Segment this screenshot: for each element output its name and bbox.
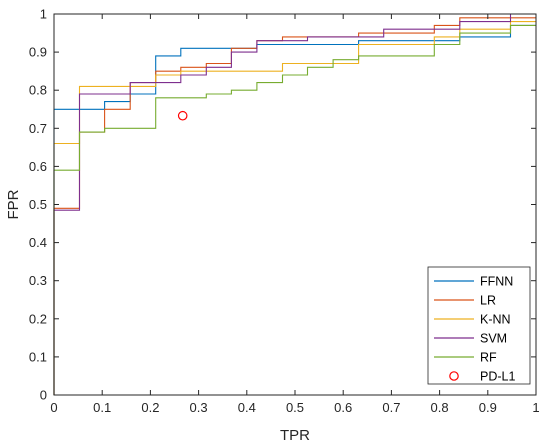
points-layer: [177, 110, 188, 121]
x-tick-label: 0.6: [334, 400, 352, 415]
legend-label-svm: SVM: [480, 332, 507, 346]
y-tick-label: 0.9: [29, 45, 47, 60]
series-layer: [53, 13, 536, 395]
y-tick-label: 0.6: [29, 159, 47, 174]
y-tick-label: 0.2: [29, 311, 47, 326]
point-marker-pd-l1: [177, 110, 188, 121]
legend-label-rf: RF: [480, 351, 497, 365]
x-tick-label: 0.5: [286, 400, 304, 415]
series-line-k-nn: [53, 21, 536, 395]
x-tick-label: 0.4: [238, 400, 256, 415]
legend-label-pd-l1: PD-L1: [480, 370, 515, 384]
x-axis-title: TPR: [280, 427, 310, 444]
y-tick-label: 0.4: [29, 235, 47, 250]
x-tick-label: 0.8: [431, 400, 449, 415]
series-line-rf: [53, 24, 536, 395]
legend-label-k-nn: K-NN: [480, 313, 511, 327]
x-tick-label: 0.3: [190, 400, 208, 415]
y-tick-label: 0.8: [29, 83, 47, 98]
y-tick-label: 0: [40, 388, 47, 403]
y-tick-label: 0.1: [29, 349, 47, 364]
ticks-layer: 0 0.1 0.2 0.3 0.4 0.5 0.6 0.7 0.8 0.9 1 0 0.1 0.2 0.3 0…: [29, 7, 540, 416]
series-line-svm: [53, 13, 536, 395]
x-tick-label: 0: [50, 400, 57, 415]
y-tick-label: 1: [40, 7, 47, 22]
x-tick-label: 0.1: [93, 400, 111, 415]
y-tick-label: 0.7: [29, 121, 47, 136]
y-tick-label: 0.3: [29, 273, 47, 288]
x-tick-label: 0.9: [479, 400, 497, 415]
legend-box: [427, 266, 531, 385]
y-tick-label: 0.5: [29, 197, 47, 212]
y-axis-title: FPR: [5, 189, 22, 219]
legend-swatch-pd-l1: [449, 371, 459, 381]
legend-label-ffnn: FFNN: [480, 275, 513, 289]
legend-label-lr: LR: [480, 294, 496, 308]
series-line-lr: [53, 17, 536, 395]
x-tick-label: 0.7: [382, 400, 400, 415]
legend: FFNN LR K-NN SVM RF PD-L1: [427, 266, 531, 385]
x-tick-label: 0.2: [141, 400, 159, 415]
x-tick-label: 1: [532, 400, 539, 415]
